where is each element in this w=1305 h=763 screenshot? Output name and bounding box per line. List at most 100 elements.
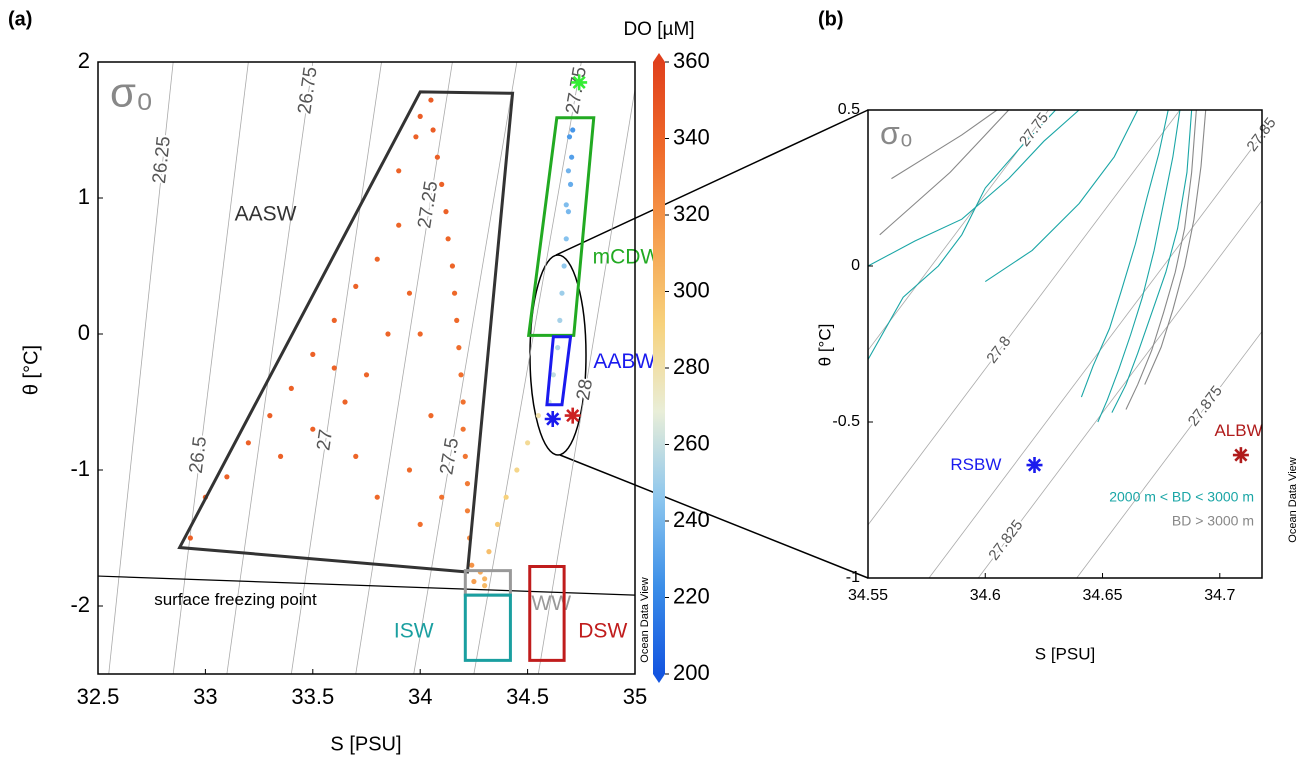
x-axis-label: S [PSU] — [330, 733, 401, 755]
data-point — [363, 372, 370, 378]
trace — [1111, 110, 1193, 413]
data-point — [451, 290, 458, 296]
water-mass-box — [463, 593, 512, 662]
data-point — [555, 345, 561, 351]
isopycnal — [537, 89, 635, 674]
data-point — [561, 263, 567, 269]
x-tick-label: 34.6 — [970, 587, 1001, 604]
data-point — [486, 549, 492, 555]
zoom-connector — [555, 109, 869, 256]
data-point — [406, 290, 413, 296]
y-tick-label: 0 — [851, 257, 860, 274]
data-point — [482, 583, 488, 589]
data-point — [417, 331, 423, 337]
star-marker — [564, 407, 581, 424]
data-point — [374, 256, 380, 262]
colorbar-tick-label: 360 — [673, 48, 710, 73]
sigma-label: σ₀ — [110, 69, 153, 116]
marker-label: ALBW — [1214, 421, 1262, 440]
freezing-line — [98, 575, 635, 596]
y-tick-label: -1 — [846, 569, 860, 586]
water-mass-box — [526, 116, 596, 337]
data-point — [569, 154, 575, 160]
trace — [984, 110, 1139, 283]
data-point — [557, 317, 563, 323]
data-point — [464, 481, 471, 487]
water-mass-label: ISW — [394, 619, 434, 642]
data-point — [417, 521, 423, 528]
data-point — [353, 453, 359, 459]
data-point — [245, 440, 251, 446]
trace — [891, 110, 998, 180]
water-mass-label: AABW — [593, 350, 655, 373]
colorbar — [653, 62, 665, 674]
data-point — [310, 351, 316, 357]
star-marker — [1232, 447, 1249, 464]
y-tick-label: -0.5 — [832, 413, 860, 430]
data-point — [439, 181, 445, 187]
data-point — [428, 97, 434, 103]
panel-label: (a) — [8, 8, 32, 30]
colorbar-cap — [653, 53, 665, 62]
x-tick-label: 33.5 — [291, 684, 334, 709]
data-point — [458, 372, 464, 378]
data-point — [277, 453, 284, 459]
sigma-label: σ₀ — [880, 115, 913, 151]
isopycnal — [172, 62, 249, 674]
isopycnal — [226, 62, 314, 674]
plot-area — [98, 62, 635, 674]
watermark: Ocean Data View — [1287, 457, 1299, 542]
data-point — [417, 113, 423, 119]
y-tick-label: 2 — [78, 48, 90, 73]
trace — [1144, 110, 1207, 385]
data-point — [428, 413, 434, 419]
water-mass-label: DSW — [578, 619, 627, 642]
star-marker — [544, 411, 561, 427]
isopycnal-label: 26.5 — [186, 435, 211, 474]
x-tick-label: 34.55 — [848, 587, 888, 604]
x-tick-label: 34.5 — [506, 684, 549, 709]
data-point — [559, 290, 565, 296]
freezing-label: surface freezing point — [154, 590, 317, 609]
zoom-connector — [559, 454, 869, 579]
data-point — [342, 399, 348, 405]
data-point — [456, 345, 462, 351]
data-point — [267, 413, 273, 419]
data-point — [310, 426, 316, 432]
colorbar-tick-label: 220 — [673, 583, 710, 608]
legend-entry: 2000 m < BD < 3000 m — [1109, 489, 1254, 505]
data-point — [482, 576, 488, 582]
data-point — [454, 317, 460, 323]
data-point — [413, 134, 419, 140]
data-point — [565, 209, 572, 215]
trace — [1080, 110, 1169, 398]
plot-frame — [867, 109, 1263, 579]
y-tick-label: -1 — [70, 456, 90, 481]
marker-label: RSBW — [950, 455, 1001, 474]
data-point — [567, 181, 574, 187]
data-point — [331, 317, 337, 323]
data-point — [430, 127, 436, 133]
watermark: Ocean Data View — [639, 577, 651, 662]
trace — [879, 110, 1010, 236]
data-point — [464, 508, 471, 514]
isopycnal — [413, 62, 518, 674]
data-point — [563, 236, 569, 242]
y-axis-label: θ [°C] — [815, 324, 834, 367]
y-axis-label: θ [°C] — [20, 345, 42, 395]
panel-label: (b) — [818, 8, 844, 30]
trace — [1097, 110, 1181, 423]
isopycnal-label: 27 — [313, 428, 337, 452]
water-mass-box — [545, 335, 573, 407]
data-point — [396, 168, 402, 174]
trace — [868, 110, 1080, 267]
isopycnal-label: 28 — [573, 378, 597, 402]
data-point — [565, 168, 572, 174]
x-tick-label: 34.7 — [1204, 587, 1235, 604]
data-point — [570, 127, 576, 133]
colorbar-label: DO [µM] — [623, 19, 694, 40]
colorbar-tick-label: 280 — [673, 354, 710, 379]
data-point — [331, 365, 337, 371]
water-mass-label: WW — [531, 592, 571, 615]
